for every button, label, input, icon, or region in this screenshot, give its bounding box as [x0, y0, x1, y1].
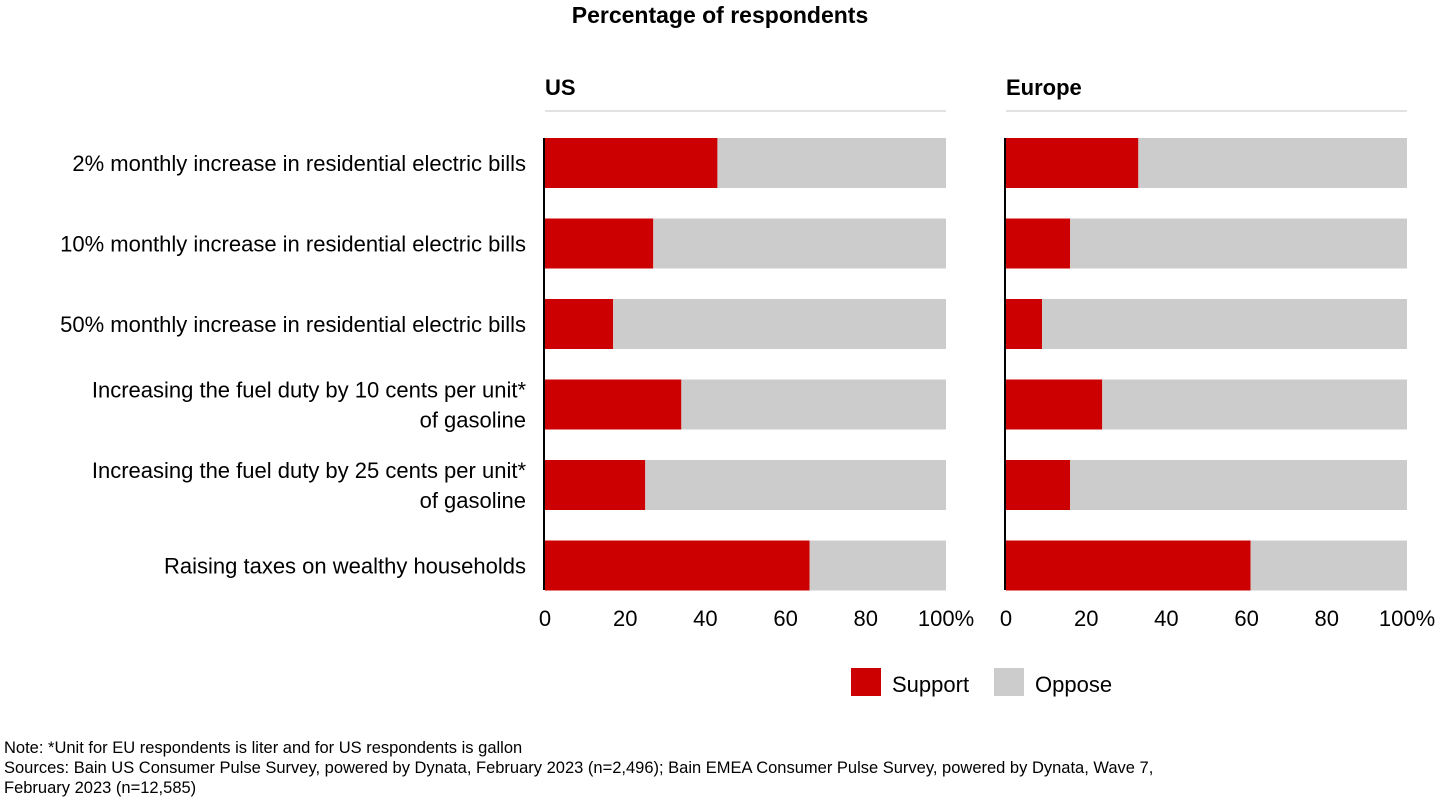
x-tick-label: 60	[773, 606, 797, 631]
bar-support	[545, 460, 646, 510]
x-tick-label: 80	[854, 606, 878, 631]
x-tick-label: 100%	[1379, 606, 1435, 631]
sources-line-1: Sources: Bain US Consumer Pulse Survey, …	[4, 759, 1154, 777]
chart-title: Percentage of respondents	[572, 2, 869, 28]
x-tick-label: 40	[1154, 606, 1178, 631]
legend-swatch-oppose	[994, 668, 1024, 696]
bar-oppose	[653, 218, 946, 269]
bar-support	[545, 379, 682, 430]
chart-notes: Note: *Unit for EU respondents is liter …	[4, 738, 1153, 798]
bar-oppose	[1070, 460, 1407, 510]
x-tick-label: 0	[539, 606, 551, 631]
bar-support	[1006, 379, 1103, 430]
sources-line-2: February 2023 (n=12,585)	[4, 779, 197, 797]
category-label: Increasing the fuel duty by 25 cents per…	[92, 458, 527, 483]
bar-oppose	[613, 299, 946, 349]
panel-title: US	[545, 75, 576, 100]
x-tick-label: 60	[1234, 606, 1258, 631]
category-label: 50% monthly increase in residential elec…	[60, 312, 526, 337]
bar-support	[545, 299, 614, 349]
x-tick-label: 40	[693, 606, 717, 631]
bar-oppose	[681, 379, 946, 430]
category-label: 10% monthly increase in residential elec…	[60, 232, 526, 257]
x-tick-label: 20	[1074, 606, 1098, 631]
category-label: of gasoline	[420, 488, 526, 513]
panel-title: Europe	[1006, 75, 1082, 100]
bar-oppose	[717, 138, 946, 188]
bar-support	[545, 218, 654, 269]
x-tick-label: 20	[613, 606, 637, 631]
bar-oppose	[1102, 379, 1407, 430]
legend-label: Support	[892, 672, 969, 697]
category-label: 2% monthly increase in residential elect…	[72, 151, 526, 176]
bar-support	[1006, 460, 1071, 510]
bar-support	[1006, 299, 1043, 349]
stacked-bar-chart: Percentage of respondents 2% monthly incr…	[60, 2, 1435, 697]
x-tick-label: 0	[1000, 606, 1012, 631]
footnote: Note: *Unit for EU respondents is liter …	[4, 739, 523, 757]
bar-support	[545, 540, 810, 591]
category-label: of gasoline	[420, 408, 526, 433]
bar-support	[545, 138, 718, 188]
bar-oppose	[1250, 540, 1407, 591]
bar-support	[1006, 218, 1071, 269]
bar-oppose	[809, 540, 946, 591]
legend-label: Oppose	[1035, 672, 1112, 697]
category-label: Increasing the fuel duty by 10 cents per…	[92, 378, 527, 403]
legend-swatch-support	[851, 668, 881, 696]
x-tick-label: 80	[1315, 606, 1339, 631]
bar-oppose	[1138, 138, 1407, 188]
bar-support	[1006, 138, 1139, 188]
bar-support	[1006, 540, 1251, 591]
bar-oppose	[1042, 299, 1407, 349]
x-tick-label: 100%	[918, 606, 974, 631]
bar-oppose	[1070, 218, 1407, 269]
category-label: Raising taxes on wealthy households	[164, 554, 526, 579]
bar-oppose	[645, 460, 946, 510]
